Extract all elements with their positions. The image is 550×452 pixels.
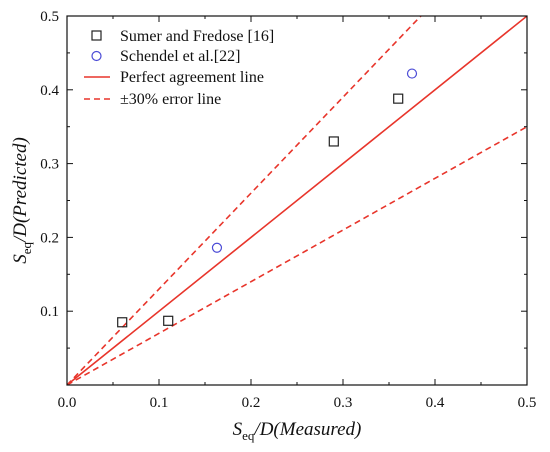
x-axis-label: Seq/D(Measured): [233, 419, 362, 443]
error-line-lower: [67, 126, 527, 385]
legend-circle-marker-icon: [91, 50, 102, 62]
x-axis-label-main: S: [233, 419, 243, 440]
y-tick-label: 0.4: [40, 83, 59, 99]
square-data-point: [117, 317, 128, 328]
legend-square-marker-icon: [91, 30, 102, 41]
circle-data-point: [211, 242, 223, 253]
x-tick-label: 0.3: [334, 395, 353, 411]
tick-labels: 0.0 0.1 0.2 0.3 0.4 0.5 0.1 0.2 0.3 0.4 0.5: [40, 9, 536, 411]
axis-ticks: [66, 15, 528, 386]
y-axis-label-main: S: [10, 254, 31, 264]
y-tick-label: 0.2: [40, 230, 59, 246]
y-tick-label: 0.1: [40, 304, 59, 320]
legend: Sumer and Fredose [16] Schendel et al.[2…: [84, 28, 274, 108]
y-axis-label: Seq/D(Predicted): [10, 137, 34, 264]
data-markers: [117, 68, 418, 328]
legend-label-perfect: Perfect agreement line: [120, 69, 264, 86]
square-data-point: [328, 136, 339, 147]
square-data-point: [163, 315, 174, 326]
x-tick-label: 0.0: [58, 395, 77, 411]
x-tick-label: 0.4: [426, 395, 445, 411]
plot-lines: [67, 16, 527, 385]
legend-label-error: ±30% error line: [120, 91, 221, 108]
y-tick-label: 0.3: [40, 157, 59, 173]
legend-label-sumer: Sumer and Fredose [16]: [120, 28, 274, 45]
y-axis-label-sub: eq: [19, 242, 34, 255]
x-tick-label: 0.1: [150, 395, 169, 411]
circle-data-point: [406, 68, 418, 79]
x-tick-label: 0.2: [242, 395, 261, 411]
perfect-agreement-line: [67, 16, 527, 385]
legend-label-schendel: Schendel et al.[22]: [120, 48, 240, 65]
error-line-upper: [67, 16, 422, 385]
x-tick-label: 0.5: [518, 395, 537, 411]
y-axis-label-rest: /D(Predicted): [10, 137, 31, 243]
y-tick-label: 0.5: [40, 9, 59, 25]
square-data-point: [393, 93, 404, 104]
x-axis-label-rest: /D(Measured): [253, 419, 361, 440]
x-axis-label-sub: eq: [242, 428, 255, 443]
